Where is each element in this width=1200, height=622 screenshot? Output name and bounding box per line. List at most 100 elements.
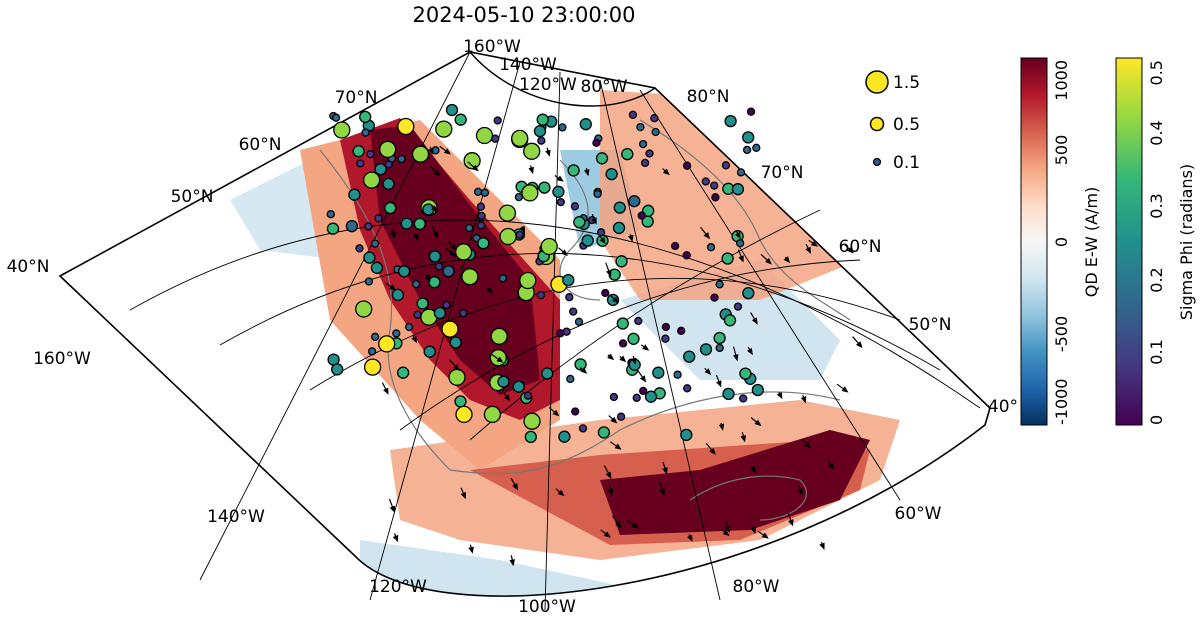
qd-colorbar-label: QD E-W (A/m) (1082, 187, 1101, 298)
station-marker (391, 288, 405, 302)
current-arrow (757, 530, 769, 539)
current-arrow (390, 229, 397, 239)
station-marker (404, 322, 414, 332)
current-arrow (797, 485, 803, 496)
station-marker (497, 375, 510, 388)
station-marker (499, 227, 517, 246)
map-title: 2024-05-10 23:00:00 (412, 3, 635, 27)
station-marker (742, 131, 755, 144)
station-marker (345, 219, 359, 233)
current-arrow (783, 256, 791, 264)
station-marker (721, 161, 731, 170)
station-marker (442, 265, 455, 278)
station-marker (562, 273, 575, 287)
station-marker (454, 243, 473, 261)
station-marker (621, 147, 634, 161)
current-arrow (687, 534, 693, 542)
station-marker (449, 336, 462, 349)
station-marker (382, 177, 395, 191)
station-marker (651, 127, 660, 137)
current-arrow (619, 355, 627, 363)
current-arrow (392, 533, 399, 543)
current-arrow (626, 519, 639, 529)
station-marker (480, 188, 490, 197)
station-marker (396, 366, 410, 379)
current-arrow (608, 415, 618, 424)
current-arrow (740, 432, 747, 443)
current-arrow (424, 273, 431, 283)
qd-tick-1: 500 (1052, 135, 1071, 166)
station-marker (721, 252, 734, 265)
station-marker (605, 167, 618, 181)
station-marker (636, 122, 645, 132)
current-arrow (704, 367, 712, 375)
station-marker (400, 217, 413, 230)
current-arrow (431, 226, 439, 239)
station-marker (459, 308, 468, 318)
station-marker (331, 113, 341, 122)
station-marker (579, 118, 592, 131)
lat-label-left-1: 60°N (239, 135, 282, 155)
size-legend-marker-2 (872, 157, 882, 167)
sigma-colorbar-bar (1115, 57, 1143, 426)
lon-label-top-1: 140°W (499, 55, 557, 75)
station-marker (645, 149, 654, 158)
station-marker (540, 237, 558, 256)
station-marker (723, 314, 737, 327)
station-marker (736, 239, 745, 248)
current-arrow (800, 394, 807, 404)
station-marker (733, 302, 743, 311)
station-marker (476, 202, 486, 211)
station-marker (524, 430, 537, 444)
qd-tick-2: 0 (1052, 237, 1071, 247)
current-arrow (528, 165, 534, 175)
current-arrow (641, 344, 650, 351)
station-marker (477, 221, 486, 230)
current-arrow (607, 484, 614, 497)
lat-label-left-2: 50°N (171, 187, 214, 207)
current-arrow (579, 367, 588, 374)
current-arrow (827, 460, 834, 470)
current-arrow (662, 168, 670, 176)
station-markers (326, 103, 764, 444)
lat-label-right-0: 80°N (687, 87, 730, 107)
station-marker (392, 329, 401, 338)
current-arrow (448, 241, 457, 251)
station-marker (463, 152, 481, 170)
current-arrow (445, 248, 457, 257)
current-arrow (439, 145, 451, 155)
station-marker (592, 138, 601, 147)
station-marker (682, 251, 691, 260)
current-arrow (750, 417, 762, 427)
size-legend-marker-0 (865, 70, 889, 94)
current-arrow (388, 498, 396, 513)
current-arrow (519, 225, 526, 234)
station-marker (715, 280, 724, 289)
current-arrow (705, 443, 716, 455)
station-marker (448, 368, 466, 386)
lon-label-bottom-0: 140°W (207, 507, 265, 527)
current-arrows (381, 145, 863, 567)
station-marker (521, 184, 539, 202)
current-arrow (700, 226, 711, 240)
station-marker (680, 428, 693, 442)
current-arrow (558, 247, 568, 257)
station-marker (640, 158, 650, 168)
station-marker (498, 204, 517, 222)
station-marker (558, 430, 571, 443)
station-marker (397, 117, 415, 136)
station-marker (491, 134, 500, 143)
current-arrow (555, 488, 565, 497)
station-marker (746, 107, 756, 116)
station-marker (595, 152, 609, 165)
current-arrow (732, 346, 739, 362)
lat-label-right-3: 50°N (909, 315, 952, 335)
lon-label-top-3: 80°W (581, 77, 628, 97)
station-marker (628, 195, 641, 208)
current-arrow (591, 213, 597, 225)
station-marker (742, 145, 752, 155)
current-arrow (460, 487, 466, 500)
station-marker (515, 230, 524, 239)
station-marker (612, 221, 626, 235)
